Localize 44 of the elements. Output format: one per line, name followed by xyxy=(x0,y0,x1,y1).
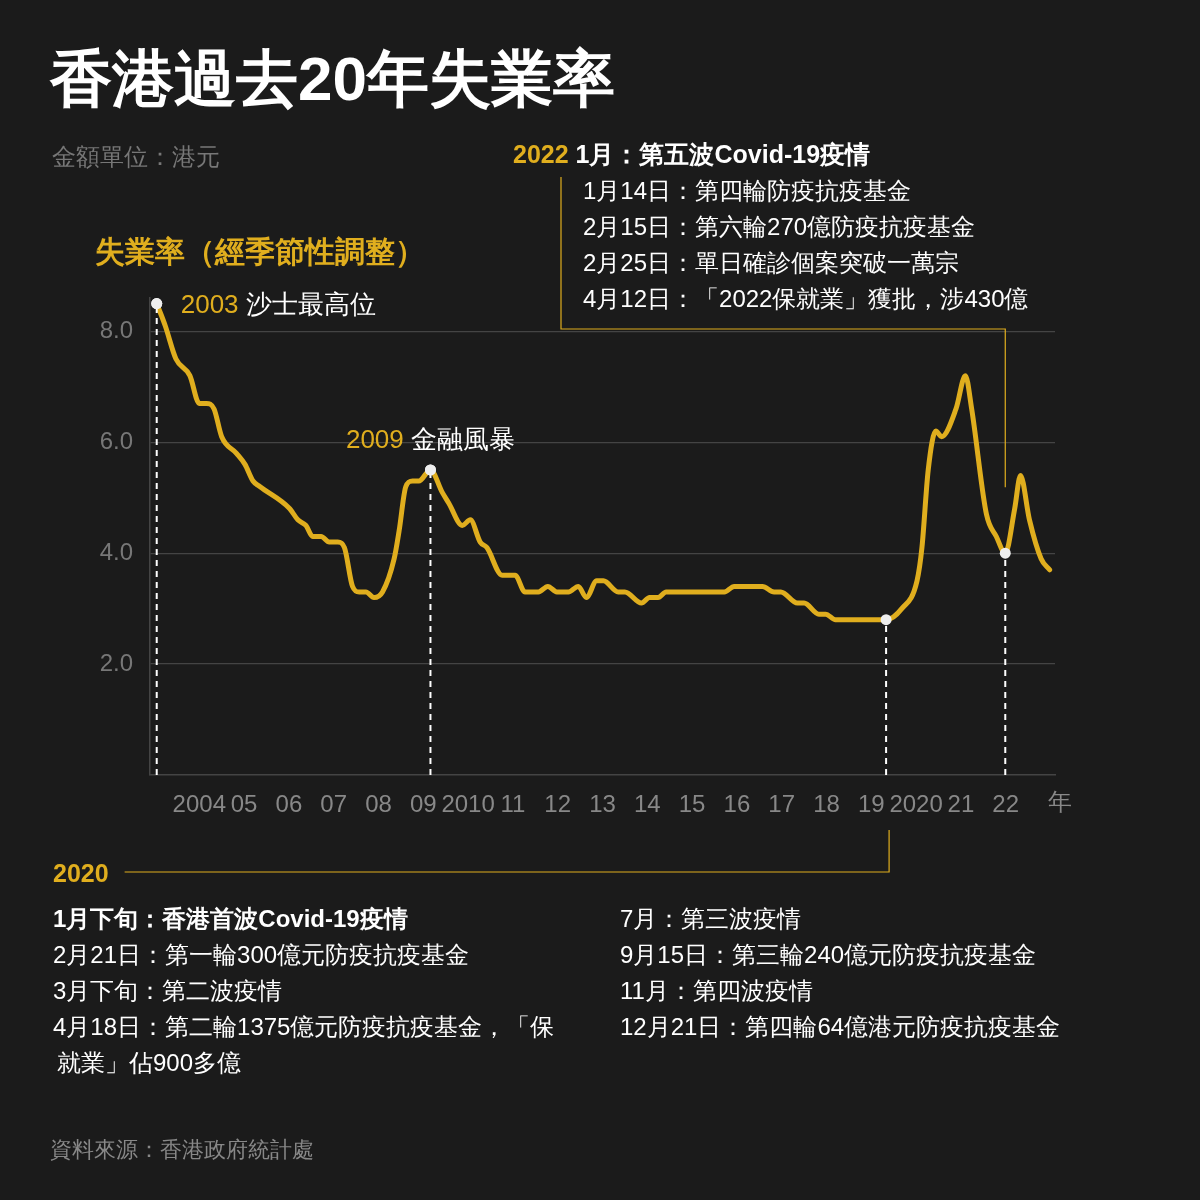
x-tick-label: 11 xyxy=(500,790,526,818)
chart-title: 香港過去20年失業率 xyxy=(49,44,615,113)
y-tick-label: 6.0 xyxy=(99,426,133,454)
x-tick-label: 09 xyxy=(409,790,437,818)
x-tick-label: 06 xyxy=(275,790,303,818)
x-tick-label: 2010 xyxy=(441,790,495,818)
x-tick-label: 21 xyxy=(947,790,975,818)
x-tick-label: 22 xyxy=(992,790,1020,818)
x-tick-label: 13 xyxy=(589,790,616,818)
y-tick-label: 2.0 xyxy=(99,648,133,676)
x-tick-label: 07 xyxy=(320,790,348,818)
x-tick-label: 05 xyxy=(230,790,258,818)
text: 11月：第四波疫情 xyxy=(620,977,813,1004)
annotation: 2009 金融風暴 xyxy=(345,423,515,454)
x-tick-label: 16 xyxy=(723,790,751,818)
y-tick-label: 8.0 xyxy=(99,315,133,343)
text: 2月25日：單日確診個案突破一萬宗 xyxy=(583,249,960,276)
text: 7月：第三波疫情 xyxy=(620,905,802,932)
x-tick-label: 12 xyxy=(544,790,572,818)
text: 9月15日：第三輪240億元防疫抗疫基金 xyxy=(620,941,1037,968)
x-axis-title: 年 xyxy=(1048,787,1072,815)
text: 2月21日：第一輪300億元防疫抗疫基金 xyxy=(53,941,470,968)
x-tick-label: 17 xyxy=(768,790,796,818)
text: 1月下旬：香港首波Covid-19疫情 xyxy=(53,905,408,932)
chart-subtitle: 金額單位：港元 xyxy=(52,143,220,170)
text: 2022 1月：第五波Covid-19疫情 xyxy=(513,140,871,168)
x-tick-label: 2004 xyxy=(172,790,226,818)
text: 12月21日：第四輪64億港元防疫抗疫基金 xyxy=(620,1013,1061,1040)
y-axis-title: 失業率（經季節性調整） xyxy=(95,235,425,268)
text: 2月15日：第六輪270億防疫抗疫基金 xyxy=(583,213,976,240)
source-note: 資料來源：香港政府統計處 xyxy=(50,1137,314,1162)
text: 4月18日：第二輪1375億元防疫抗疫基金，「保就業」佔900多億 xyxy=(53,1013,555,1076)
x-tick-label: 19 xyxy=(857,790,885,818)
x-tick-label: 14 xyxy=(633,790,661,818)
annotation: 2003 沙士最高位 xyxy=(180,288,376,319)
annotation: 4月12日：「2022保就業」獲批，涉430億 xyxy=(583,285,1029,312)
x-tick-label: 2020 xyxy=(889,790,943,818)
x-tick-label: 08 xyxy=(365,790,392,818)
x-tick-label: 18 xyxy=(813,790,840,818)
text: 1月14日：第四輪防疫抗疫基金 xyxy=(583,177,912,204)
text: 3月下旬：第二波疫情 xyxy=(53,977,283,1004)
x-tick-label: 15 xyxy=(678,790,706,818)
y-tick-label: 4.0 xyxy=(99,537,133,565)
text: 2020 xyxy=(53,859,109,887)
